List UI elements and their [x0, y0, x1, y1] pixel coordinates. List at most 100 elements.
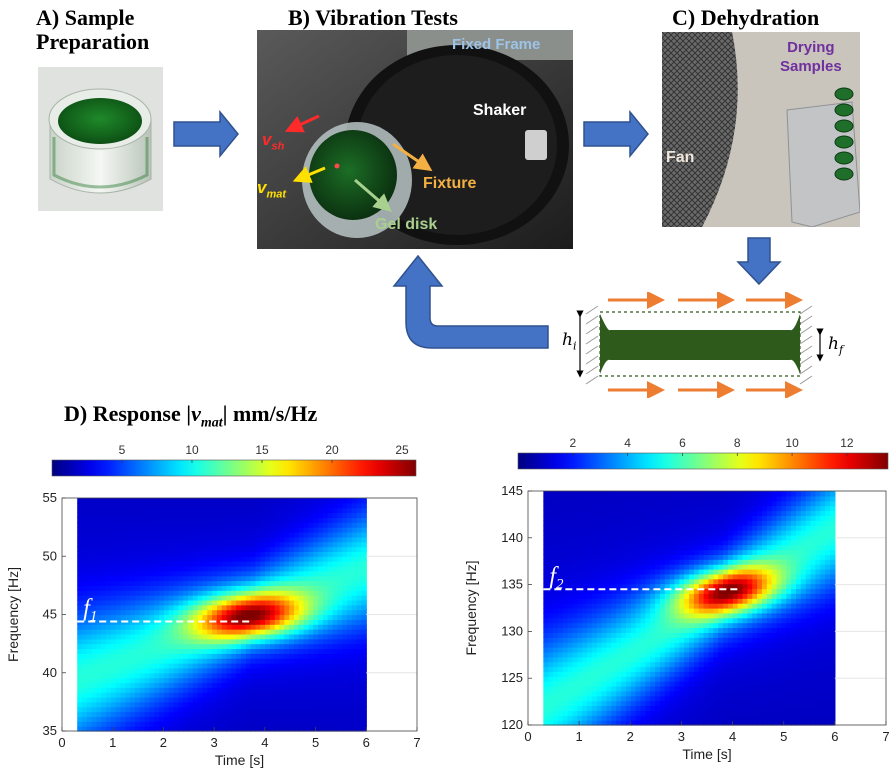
heatmap-cell	[572, 613, 577, 618]
heatmap-cell	[655, 701, 660, 706]
heatmap-cell	[553, 598, 558, 603]
heatmap-cell	[587, 710, 592, 715]
heatmap-cell	[704, 710, 709, 715]
heatmap-cell	[323, 498, 328, 503]
heatmap-cell	[178, 702, 183, 707]
heatmap-cell	[699, 564, 704, 569]
heatmap-cell	[111, 581, 116, 586]
heatmap-cell	[299, 673, 304, 678]
heatmap-cell	[718, 559, 723, 564]
heatmap-cell	[202, 542, 207, 547]
heatmap-cell	[280, 561, 285, 566]
heatmap-cell	[352, 600, 357, 605]
heatmap-cell	[597, 569, 602, 574]
heatmap-cell	[260, 513, 265, 518]
heatmap-cell	[149, 644, 154, 649]
heatmap-cell	[101, 629, 106, 634]
heatmap-cell	[597, 574, 602, 579]
heatmap-cell	[582, 506, 587, 511]
heatmap-cell	[723, 584, 728, 589]
heatmap-cell	[675, 623, 680, 628]
heatmap-cell	[289, 581, 294, 586]
heatmap-cell	[665, 535, 670, 540]
heatmap-cell	[140, 663, 145, 668]
heatmap-cell	[77, 697, 82, 702]
heatmap-cell	[626, 706, 631, 711]
heatmap-cell	[121, 576, 126, 581]
heatmap-cell	[641, 520, 646, 525]
heatmap-cell	[164, 648, 169, 653]
heatmap-cell	[217, 673, 222, 678]
heatmap-cell	[713, 652, 718, 657]
heatmap-cell	[265, 619, 270, 624]
heatmap-cell	[323, 561, 328, 566]
heatmap-cell	[597, 686, 602, 691]
heatmap-cell	[709, 520, 714, 525]
heatmap-cell	[251, 561, 256, 566]
heatmap-cell	[251, 503, 256, 508]
heatmap-cell	[572, 564, 577, 569]
heatmap-cell	[87, 673, 92, 678]
heatmap-cell	[275, 566, 280, 571]
heatmap-cell	[361, 615, 366, 620]
heatmap-cell	[611, 545, 616, 550]
heatmap-cell	[92, 624, 97, 629]
heatmap-cell	[607, 569, 612, 574]
heatmap-cell	[183, 590, 188, 595]
heatmap-cell	[611, 550, 616, 555]
heatmap-cell	[684, 637, 689, 642]
heatmap-cell	[572, 496, 577, 501]
heatmap-cell	[222, 503, 227, 508]
heatmap-cell	[675, 701, 680, 706]
heatmap-cell	[626, 671, 631, 676]
heatmap-cell	[275, 678, 280, 683]
heatmap-cell	[231, 639, 236, 644]
heatmap-cell	[582, 710, 587, 715]
heatmap-cell	[563, 710, 568, 715]
heatmap-cell	[352, 513, 357, 518]
heatmap-cell	[616, 515, 621, 520]
heatmap-cell	[704, 632, 709, 637]
heatmap-cell	[548, 623, 553, 628]
heatmap-cell	[106, 590, 111, 595]
heatmap-cell	[636, 564, 641, 569]
heatmap-cell	[713, 496, 718, 501]
heatmap-cell	[597, 623, 602, 628]
heatmap-cell	[577, 520, 582, 525]
heatmap-cell	[670, 554, 675, 559]
heatmap-cell	[675, 535, 680, 540]
heatmap-cell	[592, 603, 597, 608]
heatmap-cell	[352, 566, 357, 571]
heatmap-cell	[572, 657, 577, 662]
heatmap-cell	[602, 706, 607, 711]
heatmap-cell	[255, 653, 260, 658]
heatmap-cell	[231, 697, 236, 702]
heatmap-cell	[357, 639, 362, 644]
heatmap-cell	[626, 593, 631, 598]
heatmap-cell	[333, 658, 338, 663]
heatmap-cell	[318, 721, 323, 726]
heatmap-cell	[592, 681, 597, 686]
heatmap-cell	[178, 522, 183, 527]
heatmap-cell	[572, 550, 577, 555]
heatmap-cell	[611, 681, 616, 686]
heatmap-cell	[251, 542, 256, 547]
heatmap-cell	[655, 574, 660, 579]
heatmap-cell	[198, 702, 203, 707]
heatmap-cell	[592, 632, 597, 637]
heatmap-cell	[665, 564, 670, 569]
heatmap-cell	[275, 707, 280, 712]
heatmap-cell	[188, 648, 193, 653]
heatmap-cell	[241, 527, 246, 532]
heatmap-cell	[318, 503, 323, 508]
heatmap-cell	[728, 710, 733, 715]
heatmap-cell	[568, 540, 573, 545]
heatmap-cell	[275, 687, 280, 692]
heatmap-cell	[582, 691, 587, 696]
heatmap-cell	[636, 593, 641, 598]
heatmap-cell	[563, 706, 568, 711]
heatmap-cell	[275, 697, 280, 702]
heatmap-cell	[255, 682, 260, 687]
heatmap-cell	[318, 566, 323, 571]
heatmap-cell	[178, 687, 183, 692]
